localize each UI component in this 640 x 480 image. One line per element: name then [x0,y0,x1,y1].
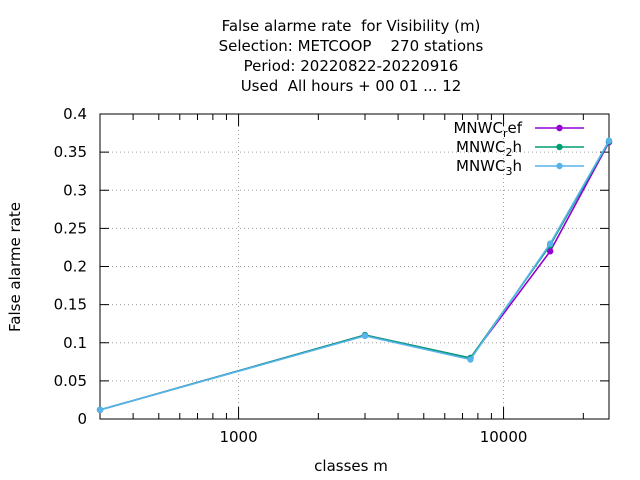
series-point-3 [467,356,474,363]
x-axis-label: classes m [314,457,388,475]
legend-marker-3 [556,162,563,170]
series-point-1 [547,248,554,255]
title-line-3: Period: 20220822-20220916 [243,57,459,75]
title-line-4: Used All hours + 00 01 ... 12 [240,77,462,95]
series-point-3 [547,240,554,247]
legend-label-2: MNWC2h [456,138,522,159]
legend-label-3: MNWC3h [456,157,522,178]
y-tick-label: 0.1 [63,334,87,352]
data-series [96,137,613,414]
y-tick-label: 0.2 [63,258,87,276]
x-tick-label: 1000 [219,428,257,446]
plot-frame [99,113,610,420]
series-point-3 [96,406,104,414]
y-tick-label: 0.05 [54,372,87,390]
y-tick-label: 0.35 [54,143,87,161]
legend-label-1: MNWCref [453,119,522,140]
x-tick-label: 10000 [480,428,528,446]
axis-ticks: 0 0.05 0.1 0.15 0.2 0.25 0.3 0.35 0.4 1000 10000 [54,105,609,446]
y-tick-label: 0.15 [54,296,87,314]
y-tick-label: 0.3 [63,181,87,199]
legend-marker-1 [556,124,563,132]
y-tick-label: 0.25 [54,219,87,237]
series-point-3 [361,332,369,340]
title-line-1: False alarme rate for Visibility (m) [221,17,481,35]
y-tick-label: 0 [77,410,87,428]
series-line-1 [99,141,610,411]
legend-marker-2 [556,143,563,151]
grid-lines [100,114,609,419]
series-point-3 [605,137,613,144]
y-axis-label: False alarme rate [6,202,24,332]
y-tick-label: 0.4 [63,105,87,123]
title-line-2: Selection: METCOOP 270 stations [218,37,484,55]
